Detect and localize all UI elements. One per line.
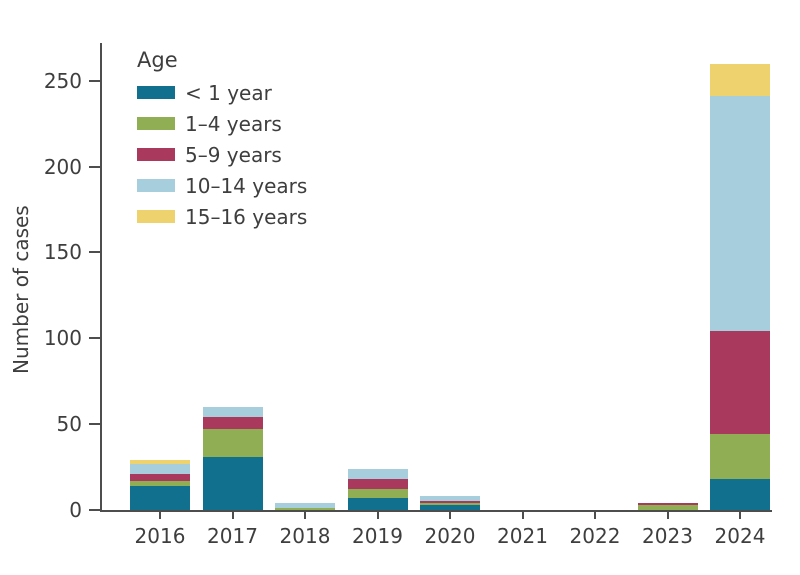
legend-item-label: 15–16 years [185,204,308,229]
y-axis-tick [89,509,100,511]
x-axis-tick [231,512,234,519]
legend-item: 5–9 years [137,143,307,167]
y-axis-tick [89,79,100,82]
y-axis-tick-label: 100 [43,326,82,351]
y-axis-tick [89,165,100,168]
legend-item: < 1 year [137,81,307,105]
bar-segment-2019 [347,479,408,490]
legend-item-label: < 1 year [185,80,272,105]
x-axis-tick [739,512,741,519]
bar-segment-2016 [130,460,190,464]
bar-segment-2024 [710,331,770,435]
plot-area: 0 50 100 150 200 250 2016 2017 2018 2019 2020 2021 2… [44,43,772,548]
y-axis-tick-label: 150 [43,240,82,265]
bar-segment-2020 [420,504,480,510]
legend-title: Age [137,48,178,72]
x-axis-year-label: 2019 [352,524,403,548]
legend-swatch [137,117,175,130]
bar-segment-2017 [202,407,263,418]
bar-segment-2016 [130,480,190,486]
x-axis-year-label: 2024 [714,524,766,548]
y-axis-tick-label: 50 [56,412,82,437]
x-axis-tick [521,512,524,519]
bar-segment-2017 [202,456,263,510]
bar-segment-2024 [710,96,770,332]
x-axis-tick [304,512,306,519]
x-axis-year-label: 2020 [424,524,476,548]
legend: Age < 1 year 1–4 years 5–9 years 10–14 year… [137,48,307,239]
bar-segment-2018 [275,508,335,510]
bar-segment-2019 [347,489,408,498]
bar-segment-2016 [130,463,190,474]
x-axis-year-label: 2018 [279,524,331,548]
bar-segment-2019 [347,497,408,510]
y-axis-tick [89,251,100,254]
x-axis-year-label: 2023 [642,524,693,548]
y-axis-tick-label: 200 [43,154,82,179]
legend-swatch [137,179,175,192]
bar-segment-2020 [420,496,480,502]
legend-item-label: 10–14 years [185,173,308,198]
bar-segment-2024 [710,479,770,510]
y-axis-title: Number of cases [9,205,33,375]
x-axis-tick [159,512,161,519]
x-axis-tick [376,512,379,519]
bar-segment-2016 [130,485,190,510]
bar-segment-2024 [710,434,770,480]
x-axis-tick [594,512,596,519]
legend-swatch [137,86,175,99]
legend-swatch [137,148,175,161]
x-axis-tick [449,512,451,519]
bar-segment-2023 [637,503,698,505]
bar-segment-2020 [420,501,480,504]
bar-segment-2017 [202,417,263,430]
x-axis-year-label: 2017 [207,524,258,548]
legend-swatch [137,210,175,223]
y-axis-tick [89,337,100,340]
x-axis-year-label: 2016 [134,524,186,548]
legend-item: 1–4 years [137,112,307,136]
x-axis-year-label: 2022 [569,524,621,548]
legend-item: 15–16 years [137,205,307,229]
legend-item-label: 5–9 years [185,142,282,167]
bar-segment-2017 [202,429,263,457]
y-axis-tick-label: 0 [69,498,82,522]
legend-items: < 1 year 1–4 years 5–9 years 10–14 years 15–… [137,81,307,229]
bar-segment-2019 [347,468,408,480]
legend-item: 10–14 years [137,174,307,198]
bar-segment-2016 [130,473,190,481]
legend-item-label: 1–4 years [185,111,282,136]
y-axis-tick-label: 250 [43,68,82,93]
bar-segment-2023 [637,504,698,510]
bar-segment-2024 [710,63,770,97]
y-axis-tick [89,423,100,426]
x-axis-year-label: 2021 [497,524,548,548]
bar-segment-2020 [420,503,480,505]
bar-segment-2018 [275,503,335,509]
x-axis-tick [666,512,669,519]
